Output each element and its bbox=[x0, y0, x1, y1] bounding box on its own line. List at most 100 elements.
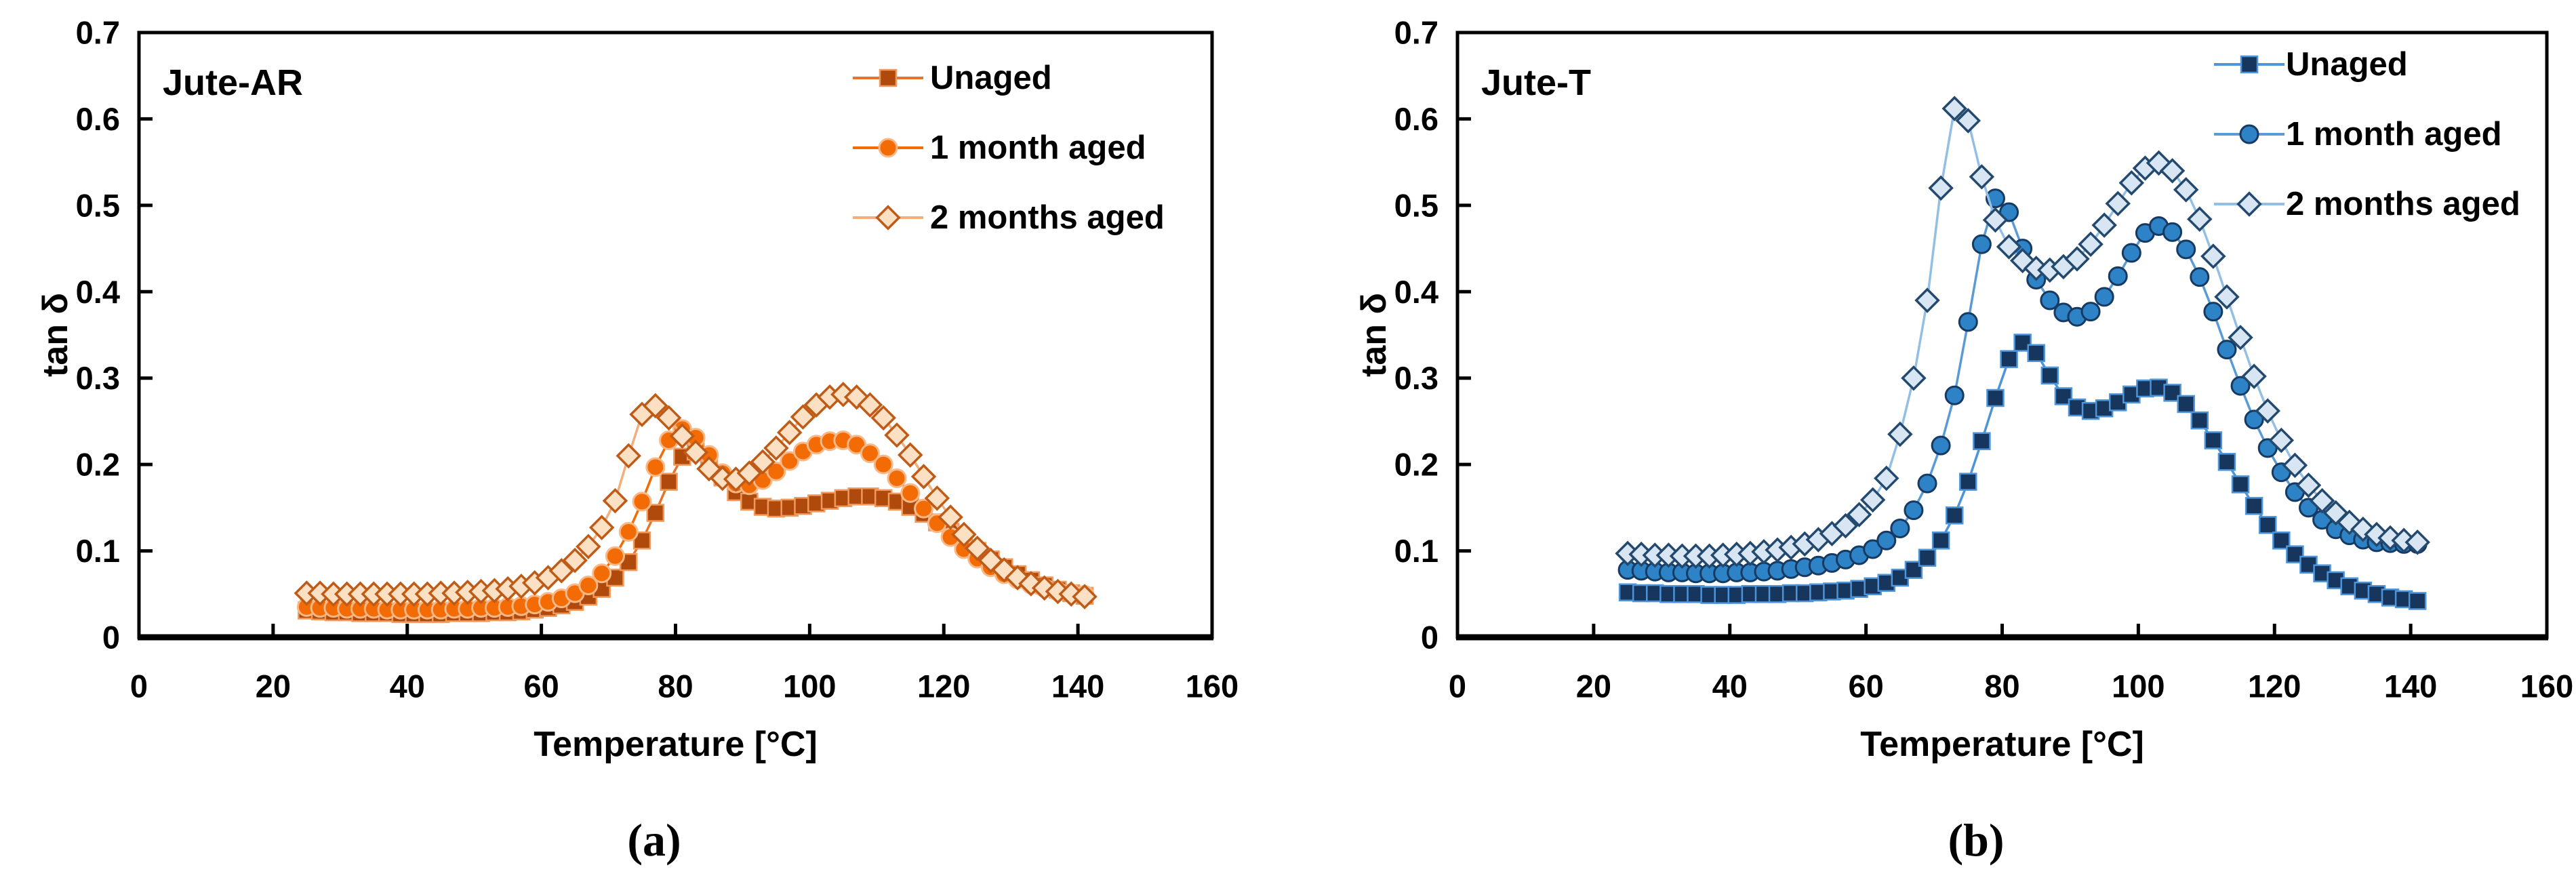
legend-item: 1 month aged bbox=[853, 129, 1146, 166]
legend: Unaged 1 month aged 2 months aged bbox=[853, 60, 1165, 236]
y-tick-label: 0.6 bbox=[1394, 101, 1438, 137]
marker-diamond bbox=[1683, 543, 1709, 569]
marker-diamond bbox=[1928, 175, 1954, 201]
marker-diamond bbox=[938, 504, 963, 530]
marker-diamond bbox=[2309, 487, 2335, 514]
marker-square bbox=[2408, 592, 2427, 610]
y-tick-label: 0.1 bbox=[76, 533, 120, 569]
marker-diamond bbox=[2282, 452, 2308, 479]
marker-diamond bbox=[656, 405, 682, 431]
panel-a: 0 20 40 60 80 100 120 140 160 0 0.1 0.2 0.3 0.4 0.5 0.6… bbox=[36, 15, 1239, 765]
marker-diamond bbox=[2187, 206, 2213, 232]
marker-circle bbox=[1890, 518, 1910, 538]
y-tick-label: 0.2 bbox=[1394, 447, 1438, 483]
marker-diamond bbox=[1914, 287, 1940, 313]
marker-diamond bbox=[388, 581, 414, 607]
marker-diamond bbox=[2078, 231, 2104, 257]
marker-diamond bbox=[2236, 191, 2262, 217]
y-tick-label: 0.3 bbox=[1394, 360, 1438, 396]
marker-square bbox=[2177, 395, 2195, 414]
marker-diamond bbox=[294, 580, 320, 606]
marker-circle bbox=[878, 138, 898, 158]
marker-circle bbox=[1917, 473, 1937, 494]
marker-circle bbox=[632, 492, 652, 512]
marker-diamond bbox=[2268, 427, 2295, 454]
marker-diamond bbox=[2295, 472, 2322, 498]
y-tick-label: 0.5 bbox=[76, 187, 120, 223]
marker-circle bbox=[2121, 243, 2141, 263]
x-tick-label: 80 bbox=[1984, 668, 2019, 704]
marker-diamond bbox=[2173, 177, 2199, 203]
marker-diamond bbox=[562, 547, 588, 574]
marker-diamond bbox=[2091, 212, 2117, 238]
marker-circle bbox=[1876, 530, 1897, 550]
marker-diamond bbox=[2105, 191, 2131, 217]
marker-diamond bbox=[2159, 158, 2186, 184]
marker-square bbox=[879, 68, 898, 87]
marker-square bbox=[646, 504, 665, 522]
y-tick-label: 0 bbox=[102, 620, 120, 656]
marker-circle bbox=[2094, 287, 2114, 307]
marker-diamond bbox=[1724, 541, 1750, 567]
marker-square bbox=[2204, 431, 2223, 449]
marker-circle bbox=[1931, 435, 1951, 456]
marker-square bbox=[2000, 350, 2018, 368]
marker-diamond bbox=[1615, 540, 1641, 567]
y-tick-label: 0.1 bbox=[1394, 533, 1438, 569]
x-tick-label: 120 bbox=[2248, 668, 2301, 704]
legend-label: 2 months aged bbox=[2286, 186, 2520, 222]
marker-diamond bbox=[1642, 542, 1668, 568]
marker-circle bbox=[592, 563, 612, 584]
x-tick-label: 40 bbox=[390, 668, 425, 704]
y-tick-label: 0.5 bbox=[1394, 187, 1438, 223]
marker-circle bbox=[2176, 239, 2196, 260]
marker-diamond bbox=[1941, 96, 1967, 121]
legend-label: Unaged bbox=[930, 60, 1052, 96]
marker-square bbox=[2217, 453, 2236, 471]
marker-diamond bbox=[2255, 398, 2280, 424]
series-2-months-aged-markers bbox=[1615, 96, 2430, 569]
marker-diamond bbox=[576, 534, 601, 559]
marker-diamond bbox=[790, 404, 816, 430]
marker-diamond bbox=[2200, 243, 2226, 269]
marker-diamond bbox=[898, 442, 923, 468]
marker-diamond bbox=[884, 422, 910, 448]
marker-diamond bbox=[776, 420, 803, 445]
marker-diamond bbox=[1832, 513, 1859, 539]
marker-diamond bbox=[669, 423, 696, 449]
marker-diamond bbox=[1628, 541, 1654, 567]
marker-diamond bbox=[951, 521, 977, 548]
marker-square bbox=[2190, 411, 2209, 430]
marker-square bbox=[2240, 55, 2259, 74]
x-axis-title: Temperature [°C] bbox=[1860, 725, 2144, 764]
marker-circle bbox=[887, 468, 907, 489]
y-tick-label: 0.7 bbox=[76, 15, 120, 51]
marker-diamond bbox=[2228, 325, 2253, 350]
x-tick-label: 120 bbox=[917, 668, 970, 704]
x-tick-label: 20 bbox=[256, 668, 291, 704]
marker-square bbox=[2013, 334, 2032, 352]
x-tick-label: 140 bbox=[1051, 668, 1104, 704]
marker-diamond bbox=[683, 439, 708, 466]
y-tick-label: 0.2 bbox=[76, 447, 120, 483]
marker-circle bbox=[860, 443, 880, 464]
marker-circle bbox=[2108, 266, 2128, 286]
marker-diamond bbox=[736, 460, 763, 486]
y-tick-label: 0.3 bbox=[76, 360, 120, 396]
marker-circle bbox=[2040, 290, 2060, 310]
legend-item: Unaged bbox=[853, 60, 1052, 96]
marker-diamond bbox=[1669, 543, 1695, 569]
marker-circle bbox=[1863, 539, 1883, 559]
legend-label: 1 month aged bbox=[930, 129, 1146, 166]
marker-square bbox=[1945, 506, 1964, 525]
marker-circle bbox=[2190, 267, 2210, 287]
marker-square bbox=[660, 473, 678, 491]
marker-circle bbox=[1971, 234, 1992, 254]
marker-circle bbox=[900, 483, 921, 503]
marker-circle bbox=[2244, 409, 2264, 430]
y-axis-title: tan δ bbox=[36, 293, 75, 377]
marker-diamond bbox=[2214, 284, 2240, 310]
marker-diamond bbox=[1072, 584, 1098, 609]
marker-square bbox=[2027, 344, 2045, 363]
marker-diamond bbox=[401, 581, 427, 607]
